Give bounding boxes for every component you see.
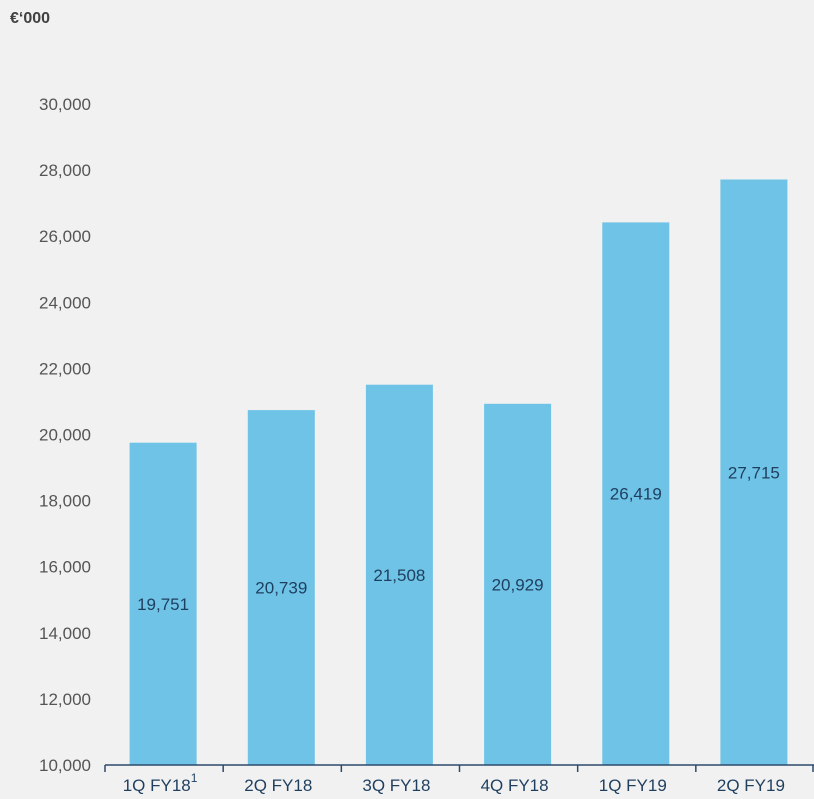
bar-data-label: 20,929 [492, 575, 544, 594]
x-tick-label: 1Q FY19 [599, 776, 667, 795]
y-tick-label: 26,000 [39, 227, 91, 246]
x-tick-label: 1Q FY181 [123, 771, 198, 795]
x-tick-label: 2Q FY18 [244, 776, 312, 795]
y-tick-label: 28,000 [39, 161, 91, 180]
bar [247, 410, 315, 765]
x-tick-label: 2Q FY19 [717, 776, 785, 795]
bars [129, 179, 788, 765]
x-tick-label-text: 1Q FY19 [599, 776, 667, 795]
y-tick-label: 30,000 [39, 95, 91, 114]
bar [720, 179, 788, 765]
x-tick-label-text: 2Q FY18 [244, 776, 312, 795]
y-tick-label: 22,000 [39, 359, 91, 378]
bar-data-labels: 19,751 20,739 21,508 20,929 26,419 27,715 [137, 463, 780, 614]
y-tick-label: 24,000 [39, 293, 91, 312]
x-tick-label-text: 4Q FY18 [481, 776, 549, 795]
x-axis [104, 764, 814, 772]
x-tick-label: 4Q FY18 [481, 776, 549, 795]
x-tick-label-text: 3Q FY18 [362, 776, 430, 795]
bar-data-label: 26,419 [610, 485, 662, 504]
bar [365, 384, 433, 765]
bar [484, 403, 552, 765]
bar [129, 442, 197, 765]
y-tick-label: 14,000 [39, 624, 91, 643]
y-tick-label: 16,000 [39, 558, 91, 577]
unit-label: €‘000 [10, 10, 50, 27]
x-tick-label-text: 1Q FY18 [123, 776, 191, 795]
bar-data-label: 27,715 [728, 463, 780, 482]
y-tick-label: 10,000 [39, 756, 91, 775]
x-axis-labels: 1Q FY181 2Q FY18 3Q FY18 4Q FY18 1Q FY19 2Q F… [123, 771, 785, 795]
y-tick-label: 18,000 [39, 492, 91, 511]
y-tick-label: 12,000 [39, 690, 91, 709]
bar-data-label: 21,508 [373, 566, 425, 585]
bar-data-label: 20,739 [255, 579, 307, 598]
y-axis-ticks: 10,000 12,000 14,000 16,000 18,000 20,000 22,0… [39, 95, 91, 775]
bar-data-label: 19,751 [137, 595, 189, 614]
bar [602, 222, 670, 765]
x-tick-label: 3Q FY18 [362, 776, 430, 795]
x-tick-label-text: 2Q FY19 [717, 776, 785, 795]
y-tick-label: 20,000 [39, 426, 91, 445]
footnote-marker: 1 [191, 771, 198, 785]
